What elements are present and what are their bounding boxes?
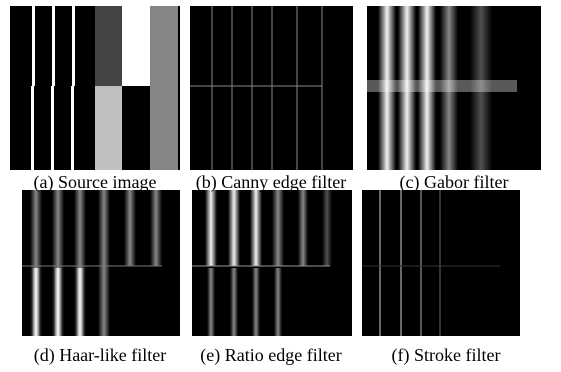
caption: (c) Gabor filter [400, 172, 509, 193]
caption: (e) Ratio edge filter [200, 345, 341, 366]
panel-e-image [192, 190, 352, 336]
panel-d-image [22, 190, 180, 336]
caption: (b) Canny edge filter [196, 172, 346, 193]
caption: (a) Source image [34, 172, 157, 193]
caption: (f) Stroke filter [392, 345, 501, 366]
figure: (a) Source image (b) Canny edge filter (… [0, 0, 561, 372]
panel-b-image [190, 6, 353, 170]
panel-f-image [362, 190, 520, 336]
panel-c-image [367, 6, 541, 170]
panel-a-image [10, 6, 180, 170]
caption: (d) Haar-like filter [34, 345, 167, 366]
